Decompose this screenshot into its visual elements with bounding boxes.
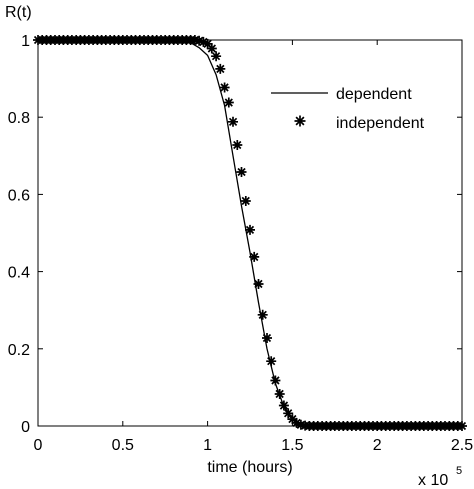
data-point-star bbox=[287, 414, 298, 425]
data-point-star bbox=[232, 140, 243, 150]
data-point-star bbox=[194, 35, 205, 46]
legend: dependent independent bbox=[271, 86, 425, 132]
data-point-star bbox=[253, 279, 264, 289]
data-point-star bbox=[223, 97, 234, 108]
x-axis-multiplier: x 10 bbox=[418, 472, 448, 489]
y-tick-label: 1 bbox=[21, 33, 30, 50]
x-tick-label: 2.5 bbox=[451, 437, 473, 454]
legend-star-icon bbox=[294, 115, 306, 127]
y-tick-label: 0 bbox=[21, 419, 30, 436]
data-point-star bbox=[278, 400, 289, 411]
x-tick-label: 0.5 bbox=[112, 437, 134, 454]
data-point-star bbox=[266, 356, 277, 367]
data-point-star bbox=[262, 333, 272, 343]
data-point-star bbox=[245, 224, 255, 235]
y-axis-label: R(t) bbox=[5, 4, 32, 21]
x-tick-label: 2 bbox=[373, 437, 382, 454]
data-point-star bbox=[291, 417, 302, 428]
data-point-star bbox=[215, 63, 226, 74]
legend-label-independent: independent bbox=[336, 115, 425, 132]
data-point-star bbox=[270, 375, 281, 386]
x-axis-multiplier-exponent: 5 bbox=[456, 465, 462, 477]
data-point-star bbox=[240, 196, 251, 206]
legend-label-dependent: dependent bbox=[336, 86, 412, 103]
y-tick-label: 0.6 bbox=[8, 187, 30, 204]
data-point-star bbox=[202, 38, 213, 49]
data-point-star bbox=[198, 36, 209, 47]
data-point-star bbox=[211, 51, 222, 62]
x-tick-label: 0 bbox=[34, 437, 43, 454]
x-tick-label: 1 bbox=[203, 437, 212, 454]
data-point-star bbox=[206, 43, 217, 54]
y-tick-label: 0.2 bbox=[8, 342, 30, 359]
y-tick-label: 0.4 bbox=[8, 265, 30, 282]
data-point-star bbox=[457, 421, 467, 431]
data-point-star bbox=[228, 116, 238, 127]
data-point-star bbox=[219, 82, 230, 93]
series-layer bbox=[33, 35, 467, 431]
data-point-star bbox=[236, 167, 247, 177]
x-axis-label: time (hours) bbox=[207, 459, 292, 476]
x-tick-label: 1.5 bbox=[281, 437, 303, 454]
data-point-star bbox=[274, 389, 285, 399]
data-point-star bbox=[283, 408, 294, 419]
y-tick-label: 0.8 bbox=[8, 110, 30, 127]
series-markers-independent bbox=[33, 35, 467, 431]
legend-marker-independent bbox=[294, 115, 306, 127]
axis-ticks: 0 0.5 1 1.5 2 2.5 0 0.2 0.4 0.6 0.8 1 bbox=[8, 33, 473, 454]
data-point-star bbox=[257, 309, 268, 320]
data-point-star bbox=[249, 251, 260, 262]
